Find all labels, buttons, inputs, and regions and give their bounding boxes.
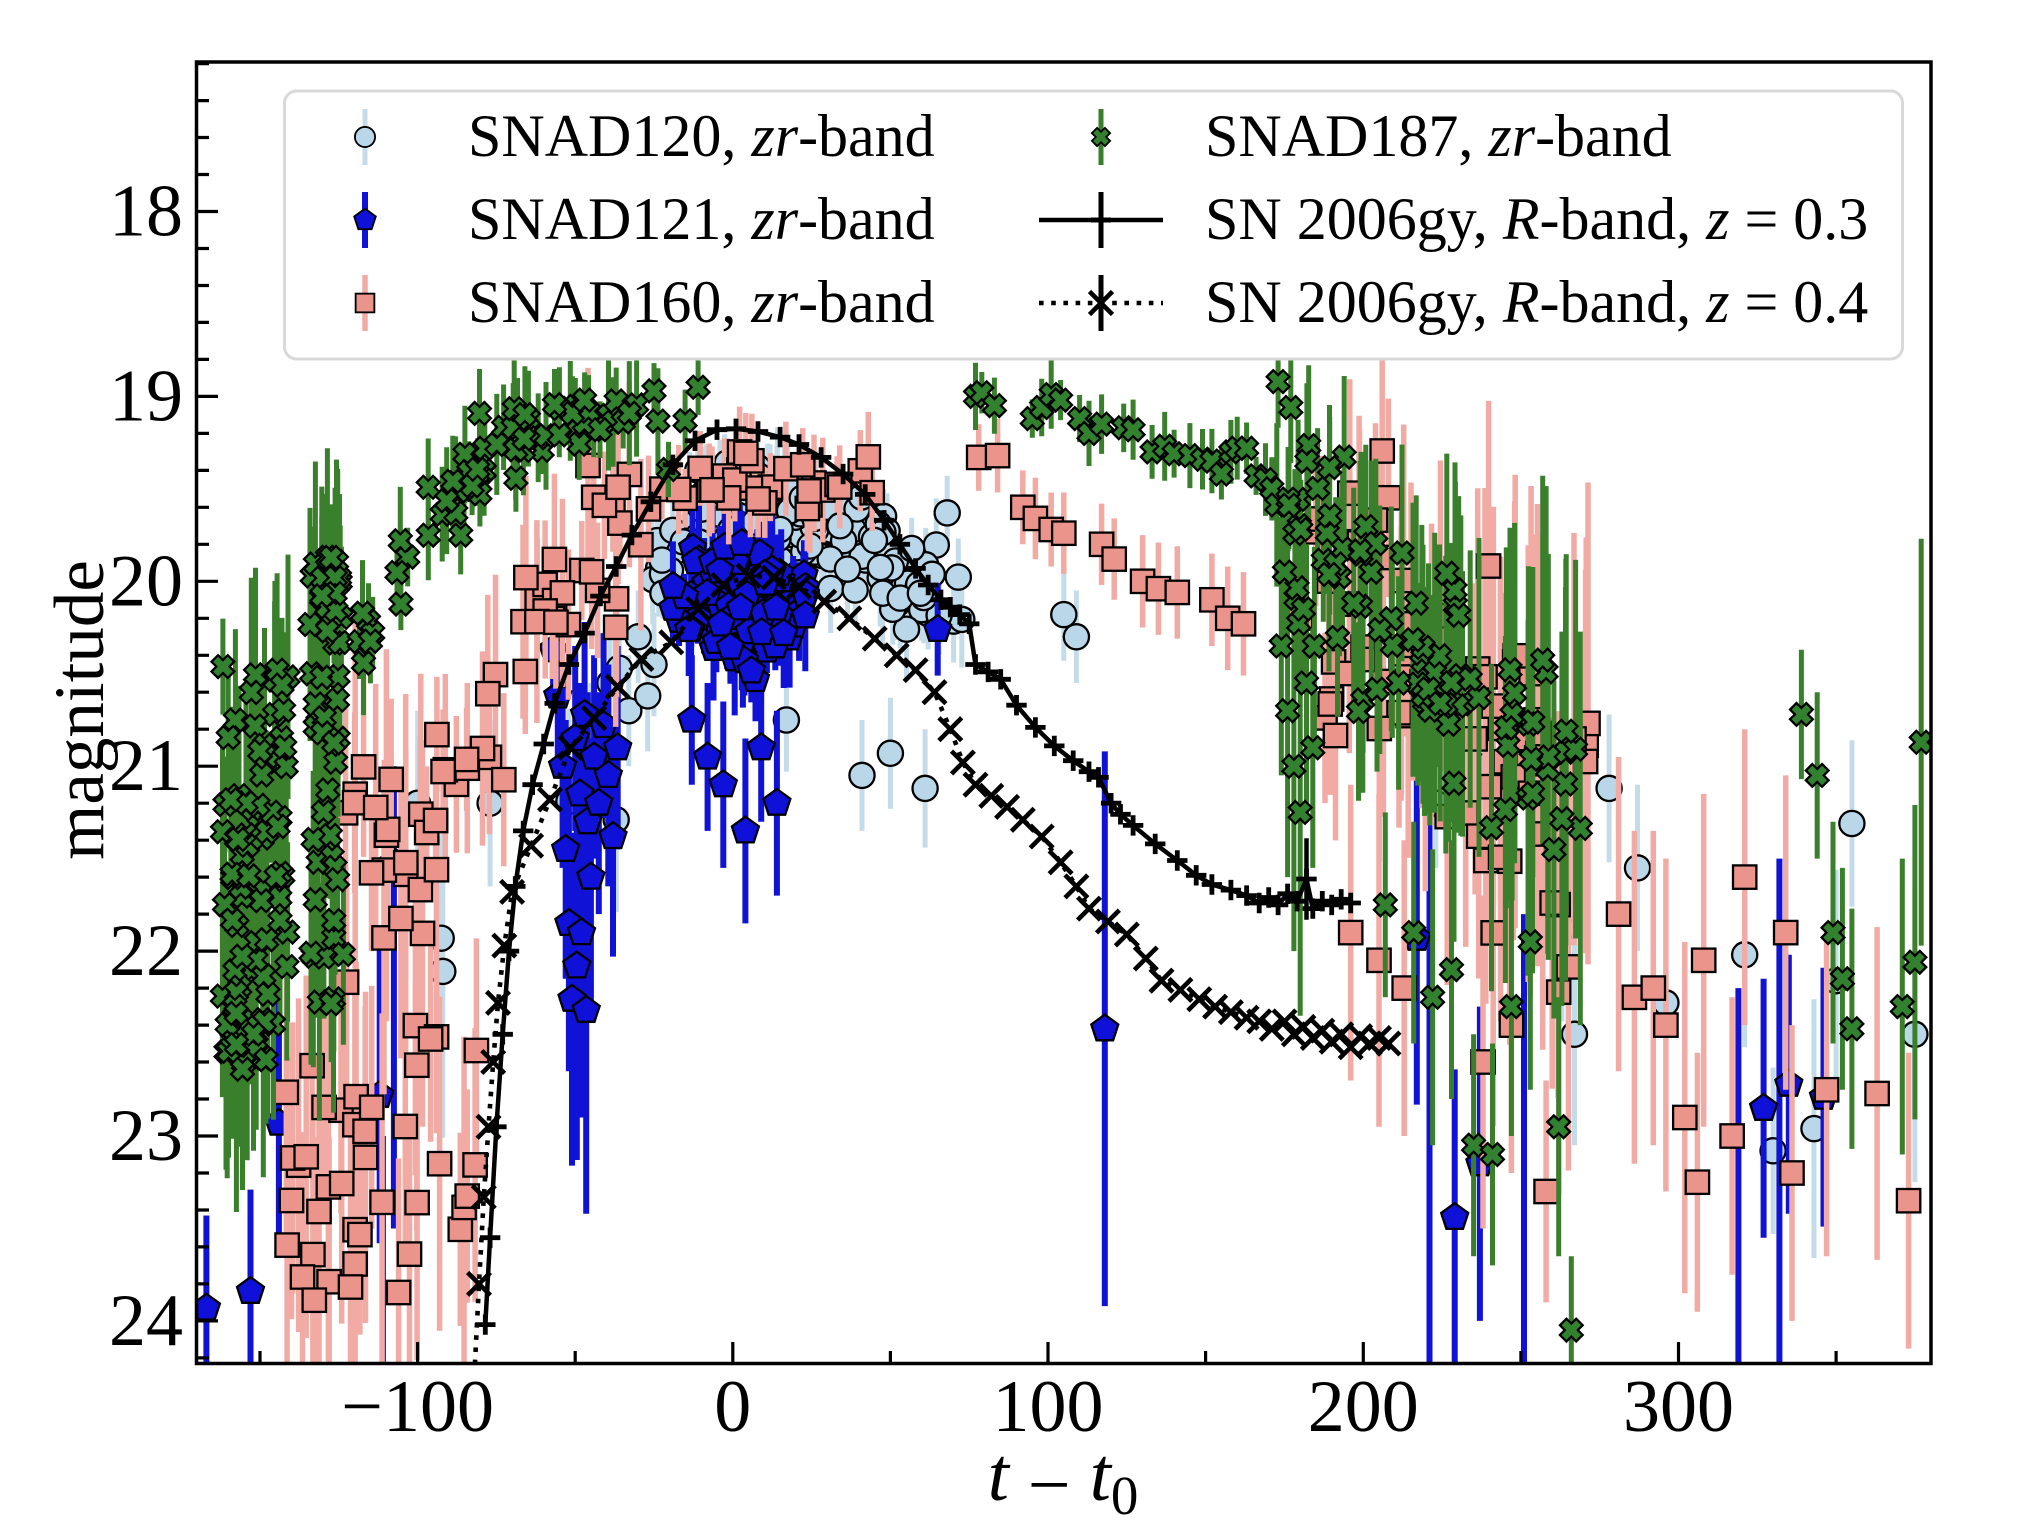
svg-text:21: 21	[109, 725, 183, 807]
svg-text:300: 300	[1623, 1366, 1734, 1448]
svg-text:20: 20	[109, 540, 183, 622]
svg-text:magnitude: magnitude	[41, 560, 119, 860]
svg-text:19: 19	[109, 355, 183, 437]
svg-text:23: 23	[109, 1095, 183, 1177]
svg-text:0: 0	[714, 1366, 751, 1448]
svg-text:24: 24	[109, 1280, 183, 1362]
svg-text:100: 100	[993, 1366, 1104, 1448]
svg-text:−100: −100	[341, 1366, 494, 1448]
svg-text:SN 2006gy, R-band, z = 0.3: SN 2006gy, R-band, z = 0.3	[1205, 186, 1868, 252]
svg-text:SNAD120, zr-band: SNAD120, zr-band	[468, 103, 935, 169]
svg-text:SNAD121, zr-band: SNAD121, zr-band	[468, 186, 935, 252]
svg-text:SNAD187, zr-band: SNAD187, zr-band	[1205, 103, 1672, 169]
svg-text:t − t0: t − t0	[988, 1433, 1139, 1516]
svg-text:200: 200	[1308, 1366, 1419, 1448]
svg-text:SN 2006gy, R-band, z = 0.4: SN 2006gy, R-band, z = 0.4	[1205, 269, 1868, 335]
svg-text:SNAD160, zr-band: SNAD160, zr-band	[468, 269, 935, 335]
svg-text:18: 18	[109, 171, 183, 253]
svg-text:22: 22	[109, 910, 183, 992]
